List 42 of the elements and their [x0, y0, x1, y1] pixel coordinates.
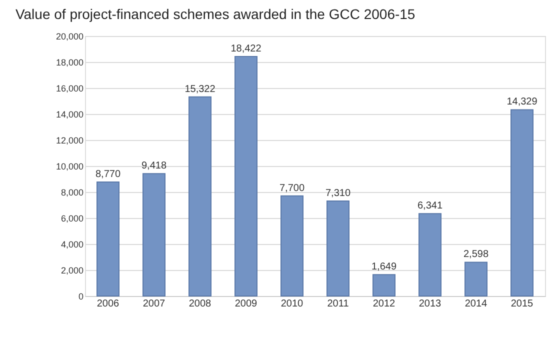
bar: [142, 173, 166, 296]
data-label: 18,422: [230, 44, 262, 55]
bar: [280, 195, 304, 296]
bar: [188, 96, 212, 296]
chart-title: Value of project-financed schemes awarded in the GCC 2006-15: [15, 6, 416, 22]
y-tick-label: 6,000: [60, 214, 84, 224]
bar: [464, 262, 488, 296]
y-tick-label: 8,000: [60, 188, 84, 198]
y-tick-label: 0: [78, 292, 84, 302]
x-tick-label: 2015: [510, 298, 534, 310]
x-tick-label: 2014: [464, 298, 488, 310]
y-tick-label: 18,000: [56, 58, 84, 68]
bar: [326, 200, 350, 296]
bar: [372, 274, 396, 296]
data-label: 14,329: [506, 96, 538, 108]
data-label: 8,770: [95, 168, 121, 180]
x-tick-label: 2010: [280, 298, 304, 310]
bar: [418, 213, 442, 296]
data-label: 7,310: [325, 188, 351, 199]
data-label: 2,598: [463, 249, 489, 260]
y-tick-label: 20,000: [56, 32, 84, 42]
data-label: 6,341: [417, 200, 443, 212]
y-tick-label: 14,000: [56, 110, 84, 120]
x-tick-label: 2013: [418, 298, 442, 310]
y-tick-label: 4,000: [60, 240, 84, 250]
bar: [96, 181, 120, 296]
y-tick-label: 12,000: [56, 136, 84, 146]
y-tick-label: 10,000: [56, 162, 84, 172]
x-tick-label: 2009: [234, 298, 258, 310]
bar: [510, 109, 534, 296]
data-label: 9,418: [141, 160, 167, 172]
data-label: 1,649: [371, 262, 397, 273]
data-label: 7,700: [279, 182, 305, 194]
x-tick-label: 2006: [96, 298, 120, 310]
bar: [234, 56, 258, 296]
y-tick-label: 16,000: [56, 84, 84, 94]
x-tick-label: 2007: [142, 298, 166, 310]
x-tick-label: 2008: [188, 298, 212, 310]
x-tick-label: 2012: [372, 298, 396, 310]
y-tick-label: 2,000: [60, 266, 84, 276]
x-tick-label: 2011: [327, 298, 350, 310]
data-label: 15,322: [184, 84, 216, 95]
